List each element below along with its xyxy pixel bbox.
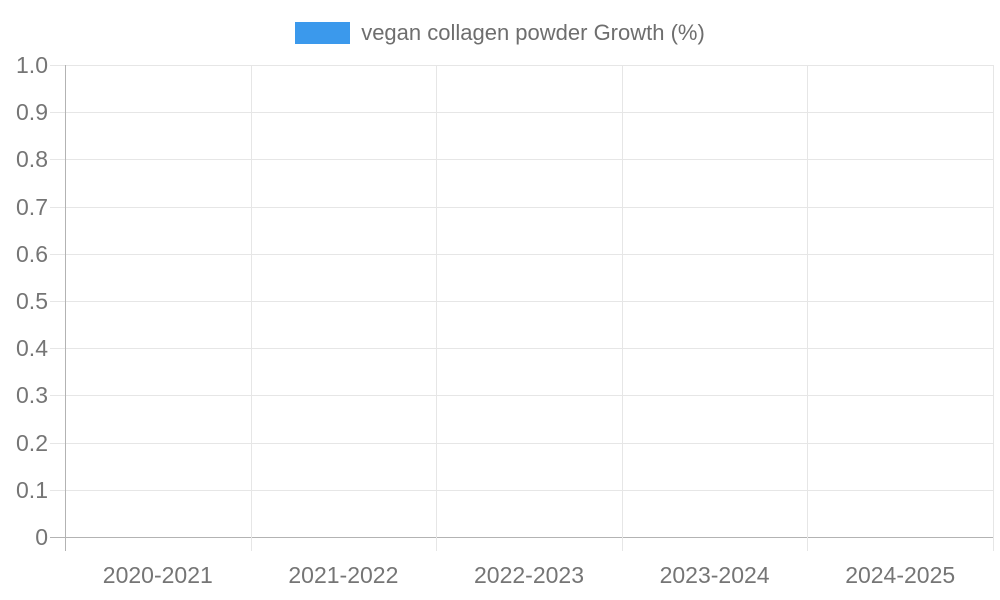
y-tick-label: 0.5: [16, 288, 48, 314]
x-tick-label: 2023-2024: [659, 562, 770, 588]
x-tick-label: 2020-2021: [102, 562, 213, 588]
x-tick-label: 2024-2025: [845, 562, 956, 588]
x-tick-label: 2022-2023: [474, 562, 584, 588]
y-tick-label: 0.9: [16, 99, 48, 126]
y-gridline: [50, 489, 993, 491]
y-gridline: [50, 206, 993, 208]
y-tick-label: 0.7: [16, 193, 48, 220]
x-axis-line: [50, 537, 993, 538]
x-gridline: [436, 65, 438, 551]
chart-legend: vegan collagen powder Growth (%): [0, 20, 1000, 46]
y-tick-label: 1.0: [16, 52, 48, 78]
y-gridline: [50, 348, 993, 350]
y-gridline: [50, 395, 993, 397]
y-tick-label: 0.6: [16, 240, 48, 267]
y-gridline: [50, 112, 993, 114]
x-gridline: [621, 65, 623, 551]
x-gridline: [807, 65, 809, 551]
y-tick-label: 0.4: [16, 335, 48, 362]
y-tick-label: 0.3: [16, 382, 48, 409]
y-tick-label: 0.1: [16, 476, 48, 503]
x-gridline: [250, 65, 252, 551]
legend-swatch: [295, 22, 351, 44]
y-gridline: [50, 301, 993, 302]
y-tick-label: 0: [35, 524, 48, 550]
x-tick-label: 2021-2022: [288, 562, 399, 588]
y-tick-label: 0.2: [16, 429, 48, 456]
legend-label: vegan collagen powder Growth (%): [361, 20, 705, 45]
y-gridline: [50, 253, 993, 255]
y-gridline: [50, 65, 993, 66]
x-gridline: [993, 65, 994, 551]
y-gridline: [50, 159, 993, 161]
y-axis-line: [65, 65, 66, 551]
y-gridline: [50, 442, 993, 444]
y-tick-label: 0.8: [16, 146, 48, 173]
